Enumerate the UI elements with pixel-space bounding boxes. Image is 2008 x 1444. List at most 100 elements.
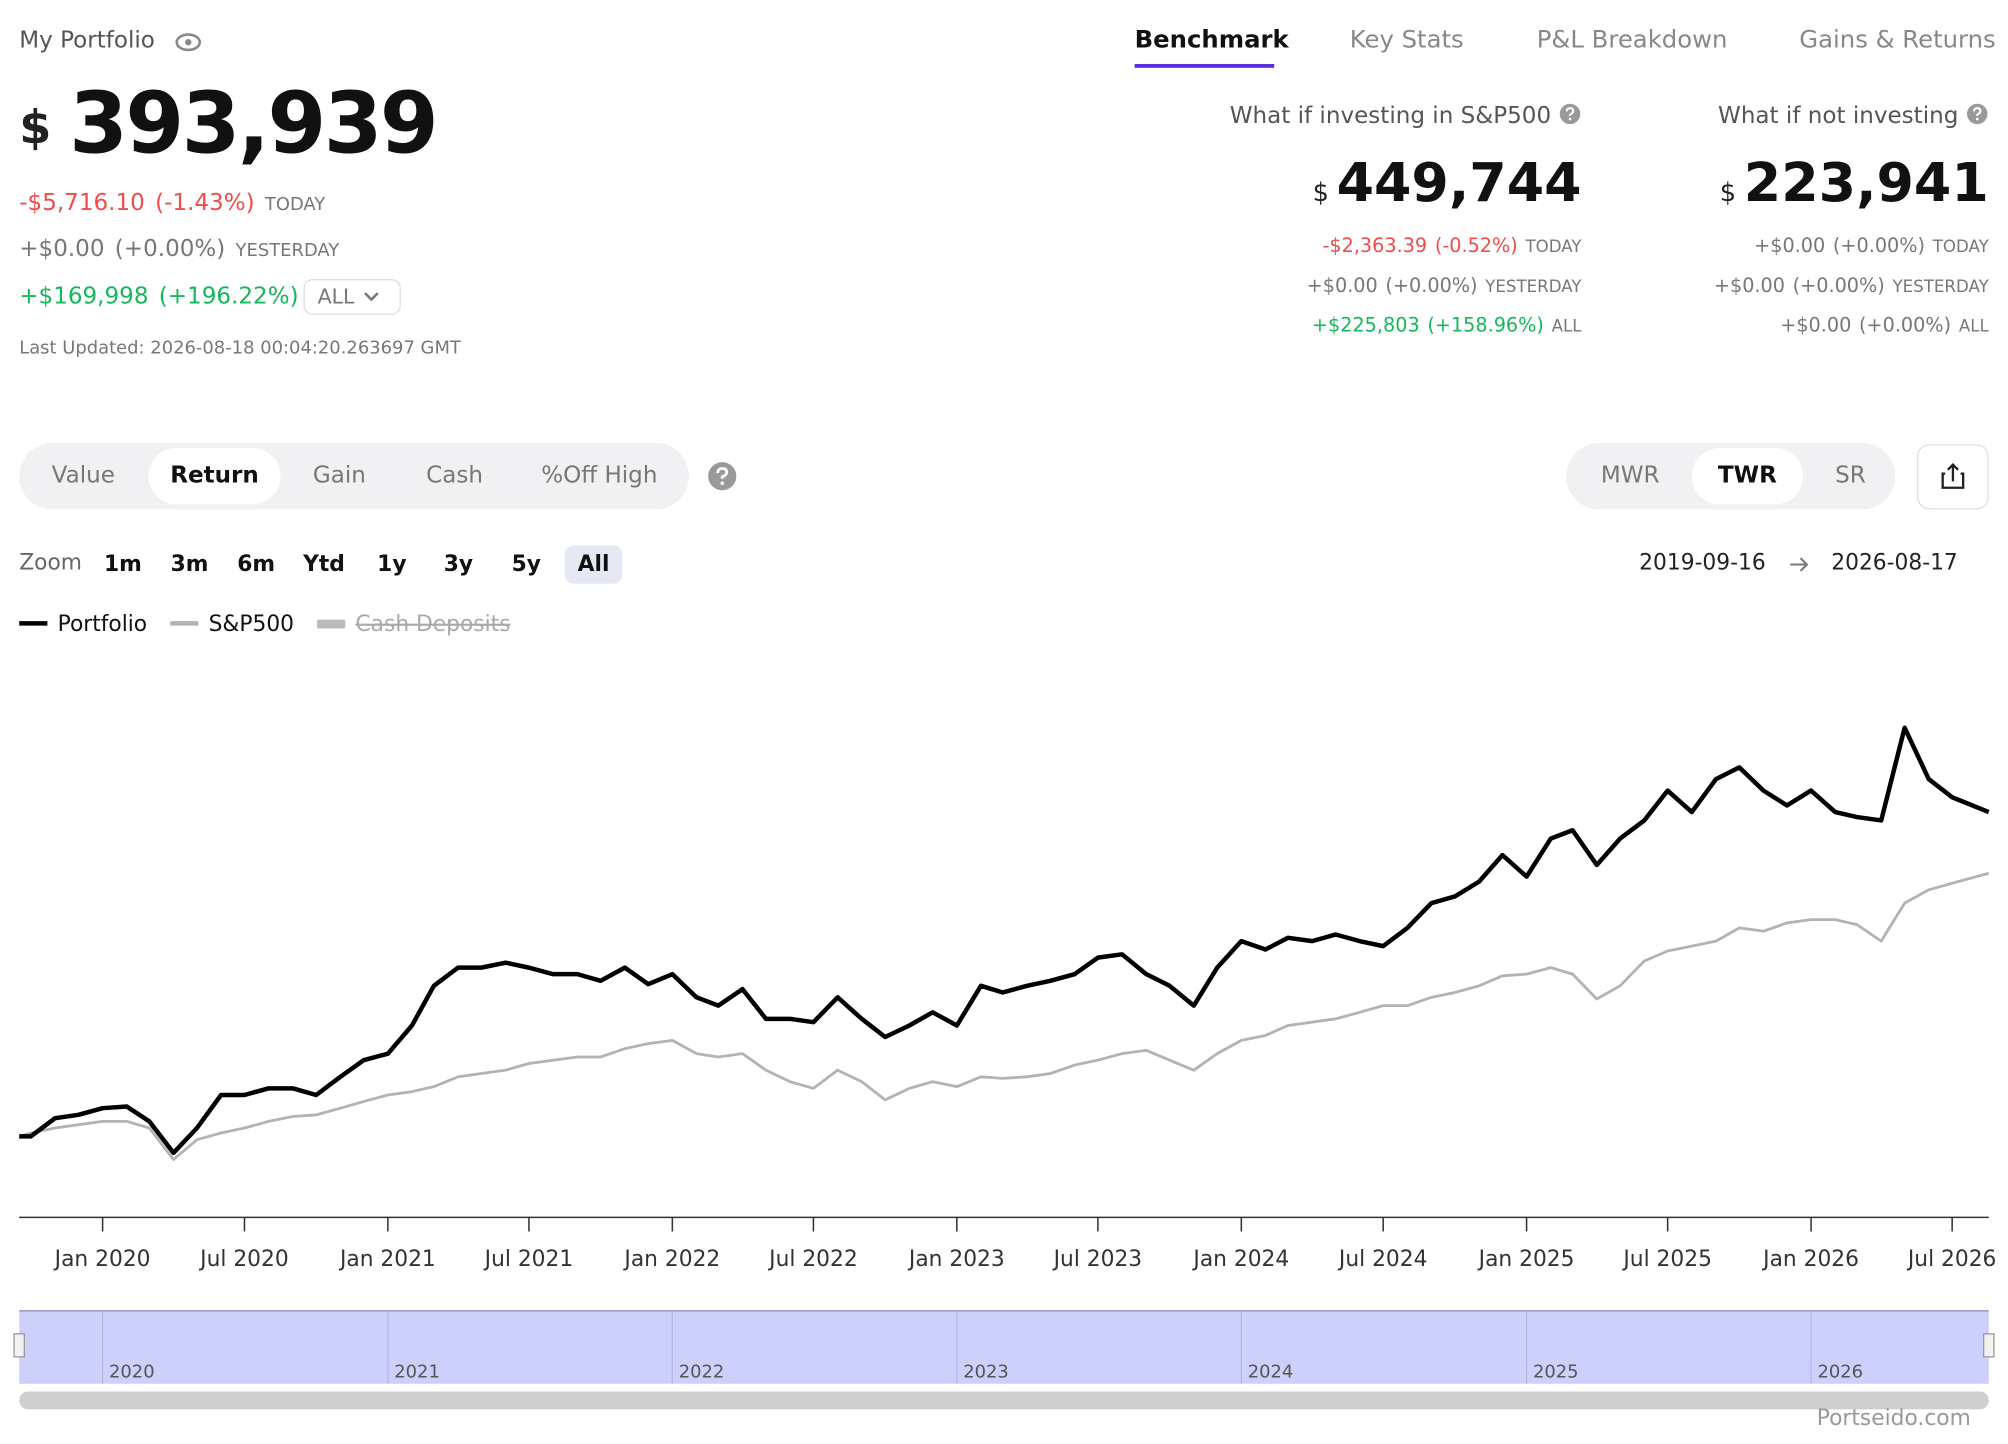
navigator-handle[interactable]: [1983, 1333, 1995, 1358]
x-tick-label: Jul 2021: [483, 1247, 574, 1272]
x-tick-label: Jul 2020: [198, 1247, 289, 1272]
zoom-button[interactable]: 6m: [237, 551, 276, 578]
legend-label: S&P500: [209, 612, 294, 637]
tab[interactable]: Gains & Returns: [1799, 25, 1996, 54]
tab[interactable]: Benchmark: [1134, 25, 1289, 54]
x-tick-label: Jul 2024: [1337, 1247, 1428, 1272]
navigator-tick-label: 2026: [1817, 1361, 1863, 1382]
period: ALL: [317, 284, 355, 309]
mode-switch: Value Return Gain Cash %Off High: [19, 442, 689, 510]
help-icon[interactable]: [1558, 102, 1581, 125]
change: -$5,716.10: [19, 189, 145, 217]
change: +$0.00: [1754, 234, 1826, 258]
panel-title: What if investing in S&P500: [1230, 102, 1582, 129]
date-from[interactable]: 2019-09-16: [1639, 550, 1766, 577]
legend-label: Cash Deposits: [355, 612, 510, 637]
series-line: [19, 725, 1990, 1156]
panel-value-row: $449,744: [1313, 151, 1582, 214]
panel-value-row: $223,941: [1720, 151, 1989, 214]
panel-title-text: What if not investing: [1718, 102, 1959, 130]
zoom-button[interactable]: Ytd: [303, 551, 345, 578]
period: ALL: [1551, 317, 1582, 337]
change-row: +$0.00 (+0.00%) YESTERDAY: [1714, 274, 1989, 297]
zoom-button[interactable]: 1m: [104, 551, 142, 578]
navigator-window: [19, 1310, 1989, 1384]
navigator-handle[interactable]: [13, 1333, 25, 1358]
eye-icon[interactable]: [174, 31, 202, 54]
period: YESTERDAY: [1485, 277, 1582, 297]
x-tick-label: Jan 2021: [338, 1247, 436, 1272]
panel-title: What if not investing: [1718, 102, 1989, 129]
change-row: +$225,803 (+158.96%) ALL: [1312, 314, 1582, 337]
change-row: +$0.00 (+0.00%) YESTERDAY: [19, 236, 339, 263]
period: TODAY: [1525, 238, 1582, 258]
change: +$0.00: [1713, 273, 1785, 297]
change-row: -$5,716.10 (-1.43%) TODAY: [19, 189, 325, 216]
change-pct: (+0.00%): [114, 235, 226, 263]
share-button[interactable]: [1917, 444, 1989, 510]
x-tick-label: Jul 2026: [1906, 1247, 1997, 1272]
change-row: +$169,998 (+196.22%): [19, 283, 298, 310]
zoom-button[interactable]: 5y: [511, 551, 541, 578]
change: +$225,803: [1311, 313, 1420, 337]
method-button[interactable]: TWR: [1691, 448, 1804, 505]
last-updated: Last Updated: 2026-08-18 00:04:20.263697…: [19, 337, 461, 359]
navigator-tick-label: 2020: [109, 1361, 155, 1382]
method-switch: MWR TWR SR: [1566, 442, 1896, 510]
zoom-button[interactable]: 3y: [443, 551, 474, 578]
mode-button[interactable]: Gain: [312, 462, 366, 489]
change-pct: (+0.00%): [1385, 273, 1478, 297]
legend-label: Portfolio: [58, 612, 148, 637]
zoom-button[interactable]: All: [564, 545, 623, 584]
navigator-tick-label: 2021: [394, 1361, 440, 1382]
portfolio-title: My Portfolio: [19, 26, 155, 54]
zoom-label: Zoom: [19, 550, 82, 577]
x-tick-label: Jan 2020: [53, 1247, 151, 1272]
mode-button[interactable]: %Off High: [541, 462, 658, 489]
help-icon[interactable]: [1966, 102, 1989, 125]
change-pct: (+0.00%): [1859, 313, 1952, 337]
navigator-tick-label: 2025: [1533, 1361, 1579, 1382]
x-tick-label: Jul 2022: [767, 1247, 858, 1272]
arrow-icon: [1790, 557, 1809, 572]
method-button[interactable]: MWR: [1600, 462, 1660, 489]
period-dropdown[interactable]: ALL: [303, 279, 401, 315]
panel-value: 449,744: [1336, 151, 1582, 214]
period: YESTERDAY: [235, 240, 340, 262]
period: ALL: [1958, 317, 1989, 337]
currency: $: [19, 102, 52, 155]
chevron: [363, 292, 379, 302]
x-tick-label: Jan 2023: [907, 1247, 1005, 1272]
change-row: +$0.00 (+0.00%) TODAY: [1754, 234, 1989, 257]
navigator-tick-label: 2024: [1248, 1361, 1294, 1382]
mode-button[interactable]: Cash: [426, 462, 484, 489]
zoom-button[interactable]: 3m: [170, 551, 209, 578]
currency: $: [1719, 176, 1737, 208]
x-tick-label: Jul 2025: [1621, 1247, 1712, 1272]
x-tick-label: Jan 2024: [1191, 1247, 1289, 1272]
method-button[interactable]: SR: [1835, 462, 1866, 489]
mode-button[interactable]: Return: [148, 448, 281, 505]
help-icon[interactable]: [707, 461, 738, 492]
change-row: +$0.00 (+0.00%) YESTERDAY: [1307, 274, 1582, 297]
change-row: -$2,363.39 (-0.52%) TODAY: [1322, 234, 1581, 257]
change: +$0.00: [1306, 273, 1378, 297]
x-tick-label: Jul 2023: [1052, 1247, 1143, 1272]
tab[interactable]: Key Stats: [1349, 25, 1464, 54]
change-pct: (-0.52%): [1434, 234, 1518, 258]
change-pct: (+0.00%): [1832, 234, 1926, 258]
navigator-tick-label: 2022: [679, 1361, 725, 1382]
tab-underline: [1134, 64, 1275, 68]
change-pct: (+158.96%): [1427, 313, 1544, 337]
panel-value: 223,941: [1743, 151, 1989, 214]
x-tick-label: Jan 2026: [1761, 1247, 1859, 1272]
change-row: +$0.00 (+0.00%) ALL: [1780, 314, 1989, 337]
change-pct: (+196.22%): [158, 282, 299, 310]
date-to[interactable]: 2026-08-17: [1831, 550, 1958, 577]
mode-button[interactable]: Value: [51, 462, 115, 489]
chart: Portfolio S&P500 Cash Deposits Jan 2020 Jul …: [13, 612, 1997, 1410]
zoom-button[interactable]: 1y: [377, 551, 407, 578]
period: TODAY: [1932, 238, 1989, 258]
tab[interactable]: P&L Breakdown: [1536, 25, 1728, 54]
